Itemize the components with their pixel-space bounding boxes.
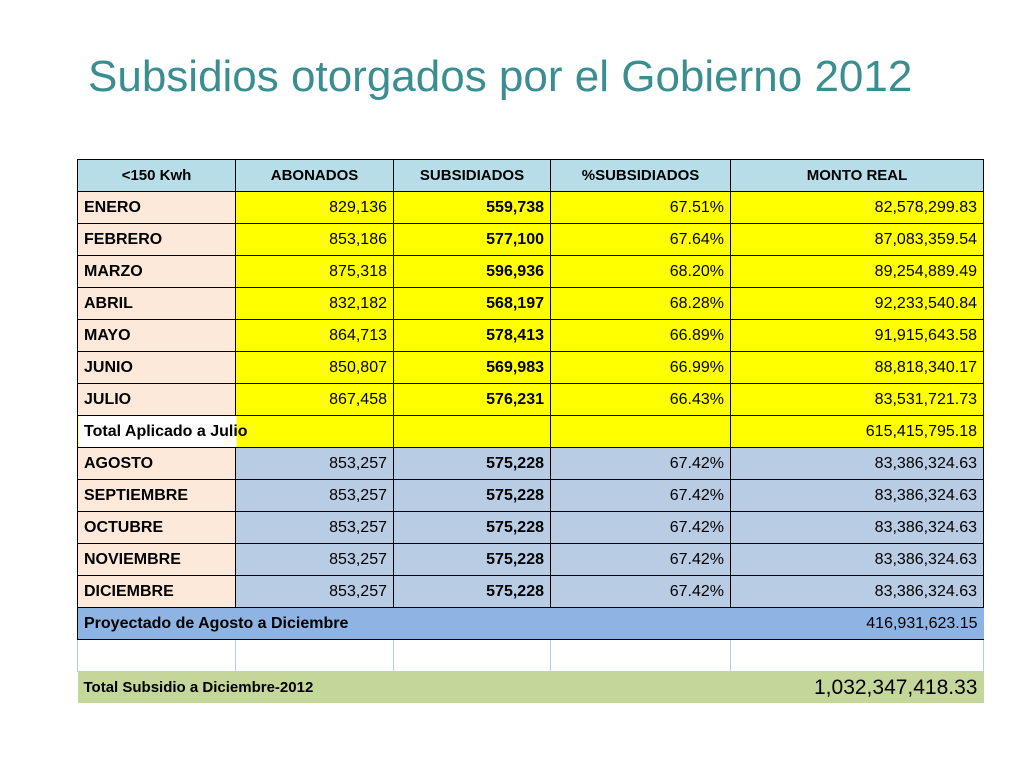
month-cell: AGOSTO <box>77 447 236 480</box>
empty-cell <box>393 639 551 672</box>
abonados-cell: 867,458 <box>235 383 394 416</box>
monto-cell: 91,915,643.58 <box>730 319 984 352</box>
subsidiados-cell: 596,936 <box>393 255 551 288</box>
monto-cell: 83,386,324.63 <box>730 543 984 576</box>
abonados-cell: 875,318 <box>235 255 394 288</box>
page-title: Subsidios otorgados por el Gobierno 2012 <box>88 52 913 101</box>
abonados-cell: 853,257 <box>235 511 394 544</box>
col-header-monto-real: MONTO REAL <box>730 159 984 192</box>
proyectado-row: Proyectado de Agosto a Diciembre 416,931… <box>77 607 984 640</box>
table-row: MARZO 875,318 596,936 68.20% 89,254,889.… <box>77 255 984 288</box>
monto-cell: 82,578,299.83 <box>730 191 984 224</box>
subsidiados-cell: 575,228 <box>393 447 551 480</box>
abonados-cell: 853,257 <box>235 479 394 512</box>
empty-cell <box>730 639 984 672</box>
month-cell: SEPTIEMBRE <box>77 479 236 512</box>
table-row: NOVIEMBRE 853,257 575,228 67.42% 83,386,… <box>77 543 984 576</box>
proyectado-label: Proyectado de Agosto a Diciembre <box>77 607 551 640</box>
header-row: <150 Kwh ABONADOS SUBSIDIADOS %SUBSIDIAD… <box>77 159 984 192</box>
pct-cell: 67.64% <box>550 223 731 256</box>
proyectado-empty <box>550 607 731 640</box>
monto-cell: 83,386,324.63 <box>730 511 984 544</box>
total-aplicado-empty <box>393 415 551 448</box>
month-cell: DICIEMBRE <box>77 575 236 608</box>
table-row: JULIO 867,458 576,231 66.43% 83,531,721.… <box>77 383 984 416</box>
pct-cell: 67.51% <box>550 191 731 224</box>
col-header-pct-subsidiados: %SUBSIDIADOS <box>550 159 731 192</box>
pct-cell: 68.28% <box>550 287 731 320</box>
total-aplicado-monto: 615,415,795.18 <box>730 415 984 448</box>
col-header-subsidiados: SUBSIDIADOS <box>393 159 551 192</box>
month-cell: NOVIEMBRE <box>77 543 236 576</box>
pct-cell: 67.42% <box>550 575 731 608</box>
table-row: OCTUBRE 853,257 575,228 67.42% 83,386,32… <box>77 511 984 544</box>
table-row: FEBRERO 853,186 577,100 67.64% 87,083,35… <box>77 223 984 256</box>
abonados-cell: 864,713 <box>235 319 394 352</box>
monto-cell: 83,386,324.63 <box>730 479 984 512</box>
table-row: ENERO 829,136 559,738 67.51% 82,578,299.… <box>77 191 984 224</box>
grand-total-empty <box>550 671 731 703</box>
pct-cell: 66.89% <box>550 319 731 352</box>
table-row: AGOSTO 853,257 575,228 67.42% 83,386,324… <box>77 447 984 480</box>
subsidiados-cell: 569,983 <box>393 351 551 384</box>
subsidiados-cell: 575,228 <box>393 479 551 512</box>
abonados-cell: 832,182 <box>235 287 394 320</box>
pct-cell: 66.43% <box>550 383 731 416</box>
abonados-cell: 853,186 <box>235 223 394 256</box>
subsidiados-cell: 576,231 <box>393 383 551 416</box>
table-row: JUNIO 850,807 569,983 66.99% 88,818,340.… <box>77 351 984 384</box>
abonados-cell: 853,257 <box>235 543 394 576</box>
grand-total-label: Total Subsidio a Diciembre-2012 <box>77 671 551 703</box>
monto-cell: 83,531,721.73 <box>730 383 984 416</box>
table-row: MAYO 864,713 578,413 66.89% 91,915,643.5… <box>77 319 984 352</box>
total-aplicado-label: Total Aplicado a Julio <box>77 415 394 448</box>
monto-cell: 87,083,359.54 <box>730 223 984 256</box>
subsidy-table: <150 Kwh ABONADOS SUBSIDIADOS %SUBSIDIAD… <box>77 159 984 703</box>
abonados-cell: 853,257 <box>235 447 394 480</box>
month-cell: MAYO <box>77 319 236 352</box>
month-cell: ABRIL <box>77 287 236 320</box>
month-cell: OCTUBRE <box>77 511 236 544</box>
pct-cell: 67.42% <box>550 511 731 544</box>
table-row: DICIEMBRE 853,257 575,228 67.42% 83,386,… <box>77 575 984 608</box>
table-row: SEPTIEMBRE 853,257 575,228 67.42% 83,386… <box>77 479 984 512</box>
empty-row <box>77 639 984 672</box>
pct-cell: 68.20% <box>550 255 731 288</box>
abonados-cell: 850,807 <box>235 351 394 384</box>
month-cell: FEBRERO <box>77 223 236 256</box>
pct-cell: 67.42% <box>550 543 731 576</box>
month-cell: MARZO <box>77 255 236 288</box>
pct-cell: 67.42% <box>550 479 731 512</box>
monto-cell: 92,233,540.84 <box>730 287 984 320</box>
empty-cell <box>235 639 394 672</box>
subsidiados-cell: 575,228 <box>393 575 551 608</box>
monto-cell: 83,386,324.63 <box>730 575 984 608</box>
subsidiados-cell: 568,197 <box>393 287 551 320</box>
abonados-cell: 853,257 <box>235 575 394 608</box>
grand-total-row: Total Subsidio a Diciembre-2012 1,032,34… <box>77 671 984 703</box>
subsidiados-cell: 577,100 <box>393 223 551 256</box>
subsidiados-cell: 575,228 <box>393 543 551 576</box>
empty-cell <box>77 639 236 672</box>
month-cell: ENERO <box>77 191 236 224</box>
subsidiados-cell: 559,738 <box>393 191 551 224</box>
month-cell: JULIO <box>77 383 236 416</box>
monto-cell: 83,386,324.63 <box>730 447 984 480</box>
month-cell: JUNIO <box>77 351 236 384</box>
proyectado-monto: 416,931,623.15 <box>730 607 984 640</box>
monto-cell: 89,254,889.49 <box>730 255 984 288</box>
total-aplicado-empty <box>550 415 731 448</box>
pct-cell: 66.99% <box>550 351 731 384</box>
col-header-kwh: <150 Kwh <box>77 159 236 192</box>
total-aplicado-row: Total Aplicado a Julio 615,415,795.18 <box>77 415 984 448</box>
monto-cell: 88,818,340.17 <box>730 351 984 384</box>
empty-cell <box>550 639 731 672</box>
col-header-abonados: ABONADOS <box>235 159 394 192</box>
grand-total-monto: 1,032,347,418.33 <box>730 671 984 703</box>
subsidiados-cell: 575,228 <box>393 511 551 544</box>
pct-cell: 67.42% <box>550 447 731 480</box>
table-row: ABRIL 832,182 568,197 68.28% 92,233,540.… <box>77 287 984 320</box>
abonados-cell: 829,136 <box>235 191 394 224</box>
subsidiados-cell: 578,413 <box>393 319 551 352</box>
